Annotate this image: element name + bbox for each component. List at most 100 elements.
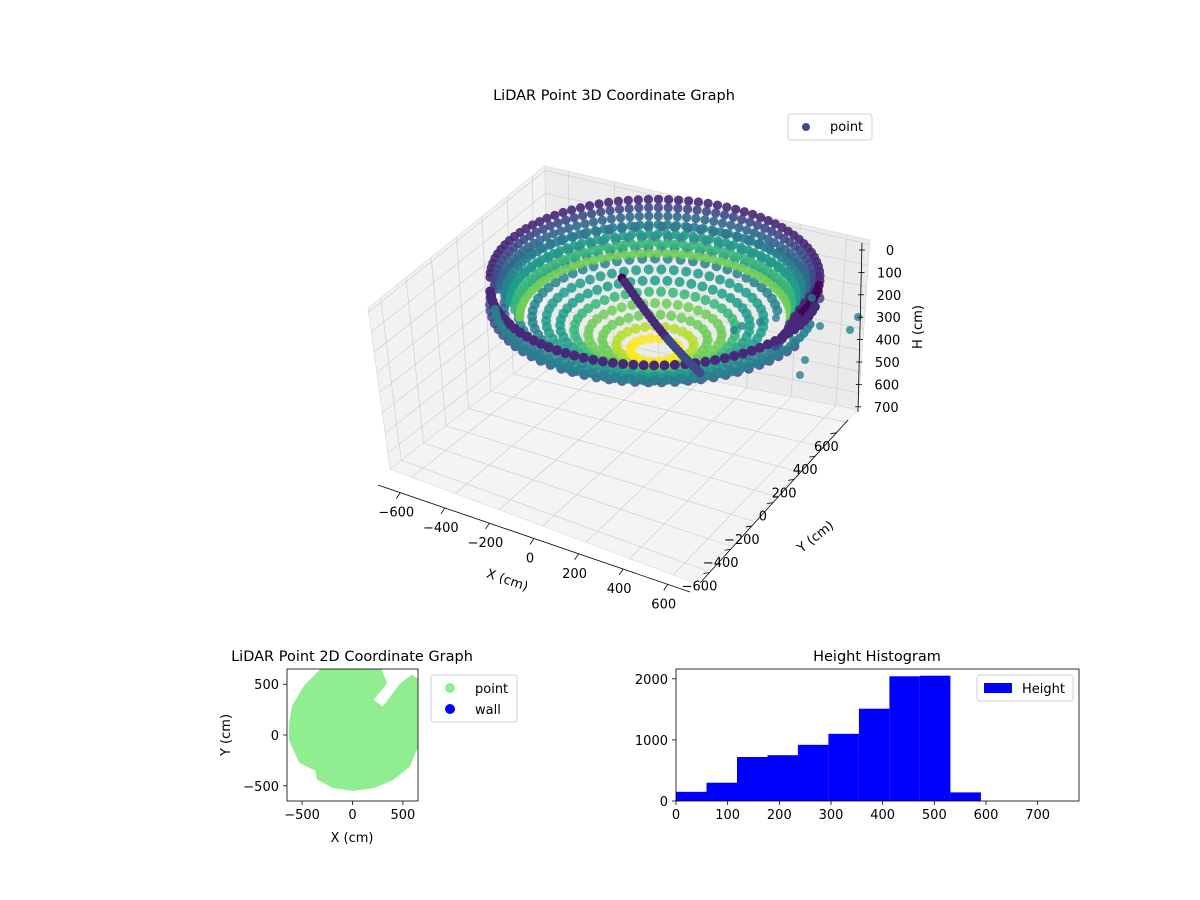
point-3d <box>693 252 704 262</box>
point-3d <box>726 249 736 259</box>
point-3d <box>653 194 664 204</box>
point-3d <box>635 220 645 230</box>
point-3d <box>644 238 655 248</box>
y-tick-3d <box>745 525 752 528</box>
point-3d <box>666 310 677 321</box>
x-tick-label-3d: 200 <box>562 567 587 582</box>
point-3d <box>567 297 578 308</box>
point-3d <box>701 206 712 217</box>
z-axis-label-3d: H (cm) <box>911 305 926 349</box>
point-3d <box>746 345 757 356</box>
legend-3d-point-label: point <box>830 120 863 135</box>
point-3d <box>682 212 692 223</box>
point-3d <box>670 239 680 249</box>
point-3d <box>723 229 734 239</box>
point-3d <box>634 211 644 221</box>
histogram-bar <box>950 792 981 801</box>
y-ticks-3d: −600 −400 −200 0 200 400 600 <box>682 432 839 595</box>
point-3d <box>566 232 576 242</box>
point-3d <box>644 220 654 230</box>
point-3d <box>728 212 738 222</box>
point-3d <box>662 239 672 249</box>
point-3d <box>736 242 746 252</box>
point-3d <box>650 275 660 286</box>
point-3d <box>590 299 601 309</box>
grid-3d-floor-y-line <box>490 390 800 473</box>
point-3d <box>772 305 783 316</box>
grid-3d-floor-y-line <box>445 425 754 522</box>
x-axis-label-3d: X (cm) <box>484 567 530 595</box>
point-3d <box>679 240 689 250</box>
z-tick-label-3d: 700 <box>874 401 899 416</box>
point-3d <box>767 352 776 362</box>
point-3d <box>684 196 694 206</box>
point-3d <box>565 252 575 262</box>
point-3d <box>712 200 723 210</box>
point-3d <box>545 221 555 231</box>
point-3d <box>744 362 754 372</box>
point-3d <box>535 217 545 227</box>
point-3d <box>679 375 689 385</box>
point-3d <box>718 369 728 379</box>
point-3d <box>738 322 746 330</box>
point-3d <box>711 245 721 255</box>
z-tick-label-3d: 100 <box>877 266 902 281</box>
y-tick-label-2d: −500 <box>243 780 279 795</box>
z-tick-label-3d: 400 <box>875 334 900 349</box>
x-tick-3d <box>440 507 446 515</box>
x-tick-label-3d: 600 <box>651 597 676 612</box>
point-3d <box>596 253 607 263</box>
point-3d <box>756 318 764 326</box>
point-3d <box>669 249 680 259</box>
x-tick-label-3d: −600 <box>378 506 414 521</box>
point-3d <box>655 309 666 320</box>
point-3d <box>758 309 769 320</box>
point-3d <box>789 336 797 344</box>
point-3d <box>602 281 613 292</box>
point-3d <box>633 195 643 205</box>
point-3d <box>676 313 687 323</box>
point-3d <box>717 218 728 228</box>
point-3d <box>762 339 773 350</box>
point-3d <box>720 210 730 220</box>
x-tick-3d <box>618 568 624 576</box>
x-tick-label-2d: −500 <box>284 808 320 823</box>
point-3d <box>689 222 700 232</box>
point-3d <box>640 322 650 332</box>
point-3d <box>679 289 690 300</box>
point-3d <box>595 271 606 282</box>
point-3d <box>688 231 698 241</box>
point-3d <box>683 302 694 313</box>
point-3d <box>745 217 755 227</box>
point-3d <box>555 361 565 371</box>
legend-2d-wall-marker <box>445 704 455 714</box>
legend-histogram-frame <box>976 674 1074 702</box>
point-3d <box>539 355 549 365</box>
point-3d <box>693 268 704 279</box>
point-3d <box>550 210 560 220</box>
point-3d <box>752 359 762 369</box>
grid-3d-floor-y-line <box>401 460 707 571</box>
point-3d <box>623 313 634 323</box>
point-3d <box>737 214 747 225</box>
histogram-y-ticks: 0 1000 2000 <box>635 673 676 810</box>
grid-3d-side-y-line <box>456 236 469 409</box>
point-3d <box>664 195 674 205</box>
point-3d <box>616 213 626 223</box>
point-3d <box>541 232 552 242</box>
x-tick-label-2d: 500 <box>390 808 415 823</box>
point-3d <box>575 259 585 269</box>
x-tick-3d <box>395 492 401 499</box>
point-3d <box>569 213 579 223</box>
legend-histogram-label: Height <box>1022 682 1065 697</box>
grid-3d-floor-y-line <box>468 408 777 497</box>
point-3d <box>727 367 737 377</box>
histogram-y-tick-label: 0 <box>660 795 668 810</box>
x-tick-3d <box>529 538 535 545</box>
scatter-2d-panel: LiDAR Point 2D Coordinate Graph −500 0 500… <box>219 649 518 846</box>
z-axis-line <box>857 242 863 413</box>
point-3d <box>592 284 603 295</box>
y-tick-3d <box>809 455 816 458</box>
point-3d <box>701 253 711 263</box>
